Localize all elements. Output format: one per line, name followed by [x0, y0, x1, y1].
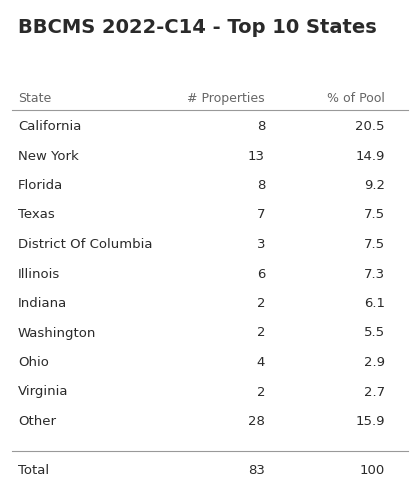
Text: 8: 8 [257, 179, 265, 192]
Text: Indiana: Indiana [18, 297, 67, 310]
Text: 2.9: 2.9 [364, 356, 385, 369]
Text: State: State [18, 92, 51, 105]
Text: % of Pool: % of Pool [327, 92, 385, 105]
Text: 83: 83 [248, 464, 265, 476]
Text: Washington: Washington [18, 326, 96, 339]
Text: New York: New York [18, 150, 79, 163]
Text: 13: 13 [248, 150, 265, 163]
Text: 6.1: 6.1 [364, 297, 385, 310]
Text: # Properties: # Properties [187, 92, 265, 105]
Text: 7: 7 [257, 208, 265, 222]
Text: 15.9: 15.9 [355, 415, 385, 428]
Text: Virginia: Virginia [18, 386, 68, 398]
Text: 4: 4 [257, 356, 265, 369]
Text: 5.5: 5.5 [364, 326, 385, 339]
Text: 2: 2 [257, 297, 265, 310]
Text: 8: 8 [257, 120, 265, 133]
Text: 9.2: 9.2 [364, 179, 385, 192]
Text: 3: 3 [257, 238, 265, 251]
Text: Texas: Texas [18, 208, 55, 222]
Text: 20.5: 20.5 [355, 120, 385, 133]
Text: 7.5: 7.5 [364, 238, 385, 251]
Text: Florida: Florida [18, 179, 63, 192]
Text: 100: 100 [360, 464, 385, 476]
Text: BBCMS 2022-C14 - Top 10 States: BBCMS 2022-C14 - Top 10 States [18, 18, 377, 37]
Text: 2: 2 [257, 326, 265, 339]
Text: 14.9: 14.9 [356, 150, 385, 163]
Text: California: California [18, 120, 81, 133]
Text: 2: 2 [257, 386, 265, 398]
Text: 2.7: 2.7 [364, 386, 385, 398]
Text: 7.3: 7.3 [364, 267, 385, 281]
Text: District Of Columbia: District Of Columbia [18, 238, 152, 251]
Text: 28: 28 [248, 415, 265, 428]
Text: 6: 6 [257, 267, 265, 281]
Text: Total: Total [18, 464, 49, 476]
Text: Illinois: Illinois [18, 267, 60, 281]
Text: 7.5: 7.5 [364, 208, 385, 222]
Text: Other: Other [18, 415, 56, 428]
Text: Ohio: Ohio [18, 356, 49, 369]
